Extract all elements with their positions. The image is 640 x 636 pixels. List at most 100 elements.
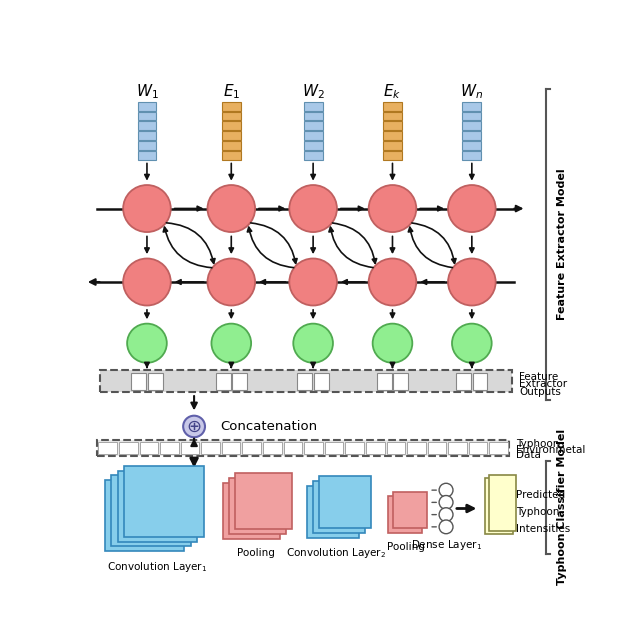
Bar — [307, 486, 359, 537]
Text: Outputs: Outputs — [519, 387, 561, 398]
Circle shape — [448, 185, 495, 232]
Text: Convolution Layer$_2$: Convolution Layer$_2$ — [286, 546, 387, 560]
Bar — [469, 442, 488, 454]
Text: LSTM: LSTM — [457, 277, 486, 287]
Circle shape — [123, 258, 171, 305]
Bar — [463, 121, 481, 130]
Text: Feature: Feature — [519, 372, 558, 382]
Bar — [234, 473, 292, 529]
Text: Pooling: Pooling — [387, 542, 426, 551]
Bar — [100, 370, 511, 392]
Text: $E_k$: $E_k$ — [383, 83, 401, 101]
Text: LSTM: LSTM — [457, 204, 486, 214]
Text: Predicted: Predicted — [516, 490, 566, 500]
Bar — [489, 475, 516, 531]
Bar — [387, 442, 405, 454]
Bar — [216, 373, 230, 390]
Bar — [383, 141, 402, 150]
Text: Typhoon: Typhoon — [516, 439, 560, 449]
Bar — [313, 481, 365, 533]
Bar — [388, 496, 422, 533]
Bar — [463, 141, 481, 150]
Bar — [105, 480, 184, 551]
Bar — [298, 373, 312, 390]
Bar — [138, 111, 156, 120]
Text: Out: Out — [303, 338, 323, 349]
Text: $W_1$: $W_1$ — [136, 83, 158, 101]
Bar — [243, 442, 261, 454]
Circle shape — [293, 324, 333, 363]
Circle shape — [439, 520, 453, 534]
Bar — [490, 442, 508, 454]
Text: LSTM: LSTM — [378, 277, 407, 287]
Text: LSTM: LSTM — [298, 277, 328, 287]
Bar — [304, 131, 323, 140]
Text: Convolution Layer$_1$: Convolution Layer$_1$ — [107, 560, 207, 574]
Bar — [222, 442, 241, 454]
Text: Out: Out — [221, 338, 241, 349]
Bar — [228, 478, 285, 534]
Text: Out: Out — [462, 338, 482, 349]
Text: Typhoon: Typhoon — [516, 507, 560, 516]
Text: Dense Layer$_1$: Dense Layer$_1$ — [410, 537, 481, 551]
Bar — [448, 442, 467, 454]
Bar — [222, 141, 241, 150]
Bar — [472, 373, 488, 390]
Bar — [138, 131, 156, 140]
Bar — [138, 121, 156, 130]
Bar — [223, 483, 280, 539]
Bar — [319, 476, 371, 528]
Text: Environmetal: Environmetal — [516, 445, 586, 455]
Bar — [263, 442, 282, 454]
Text: LSTM: LSTM — [132, 204, 162, 214]
Circle shape — [452, 324, 492, 363]
Bar — [304, 151, 323, 160]
Text: $W_n$: $W_n$ — [460, 83, 483, 101]
Bar — [407, 442, 426, 454]
Bar — [97, 440, 509, 456]
Text: $W_2$: $W_2$ — [301, 83, 324, 101]
Bar — [463, 102, 481, 111]
Bar — [304, 141, 323, 150]
Circle shape — [369, 185, 416, 232]
Text: LSTM: LSTM — [216, 277, 246, 287]
Bar — [222, 151, 241, 160]
Bar — [131, 373, 146, 390]
Circle shape — [372, 324, 412, 363]
Bar — [138, 151, 156, 160]
Bar — [486, 478, 513, 534]
Text: LSTM: LSTM — [298, 204, 328, 214]
Bar — [304, 111, 323, 120]
Bar — [222, 102, 241, 111]
Bar — [304, 121, 323, 130]
Text: Out: Out — [383, 338, 403, 349]
Circle shape — [289, 185, 337, 232]
Bar — [160, 442, 179, 454]
Bar — [346, 442, 364, 454]
Circle shape — [439, 508, 453, 522]
Bar — [393, 373, 408, 390]
Bar — [456, 373, 471, 390]
Circle shape — [369, 258, 416, 305]
Bar — [324, 442, 344, 454]
Text: Feature Extractor Model: Feature Extractor Model — [557, 169, 567, 320]
Bar — [138, 141, 156, 150]
Bar — [377, 373, 392, 390]
Bar — [222, 121, 241, 130]
Bar — [140, 442, 158, 454]
Bar — [222, 131, 241, 140]
Bar — [232, 373, 247, 390]
Bar — [463, 151, 481, 160]
Bar — [180, 442, 199, 454]
Bar — [111, 476, 191, 546]
Bar — [119, 442, 138, 454]
Bar — [366, 442, 385, 454]
Text: $\oplus$: $\oplus$ — [186, 417, 202, 436]
Bar — [304, 442, 323, 454]
Bar — [124, 466, 204, 537]
Text: LSTM: LSTM — [216, 204, 246, 214]
Bar — [383, 102, 402, 111]
Bar — [463, 131, 481, 140]
Bar — [99, 442, 117, 454]
Bar — [118, 471, 197, 542]
